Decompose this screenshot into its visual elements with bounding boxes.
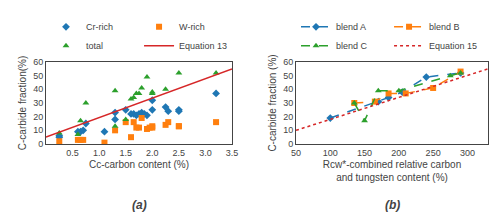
svg-text:Equation 13: Equation 13 (179, 41, 227, 51)
svg-text:2.5: 2.5 (173, 148, 186, 158)
svg-text:total: total (86, 41, 103, 51)
svg-text:1.0: 1.0 (93, 148, 106, 158)
svg-text:10: 10 (283, 125, 293, 135)
svg-text:blend C: blend C (336, 41, 368, 51)
svg-text:Cc-carbon content (%): Cc-carbon content (%) (89, 159, 189, 170)
svg-text:250: 250 (426, 148, 441, 158)
svg-text:3.5: 3.5 (226, 148, 239, 158)
svg-text:100: 100 (323, 148, 338, 158)
svg-text:Cr-rich: Cr-rich (86, 22, 113, 32)
svg-text:0: 0 (38, 139, 43, 149)
svg-text:60: 60 (33, 57, 43, 67)
svg-text:10: 10 (33, 125, 43, 135)
svg-text:40: 40 (283, 84, 293, 94)
svg-text:300: 300 (460, 148, 475, 158)
svg-text:150: 150 (357, 148, 372, 158)
svg-text:50: 50 (291, 148, 301, 158)
svg-text:blend A: blend A (336, 22, 366, 32)
svg-text:3.0: 3.0 (199, 148, 212, 158)
svg-text:20: 20 (283, 112, 293, 122)
svg-text:2.0: 2.0 (146, 148, 159, 158)
svg-text:(a): (a) (132, 198, 147, 212)
svg-text:30: 30 (283, 98, 293, 108)
svg-text:50: 50 (283, 71, 293, 81)
svg-text:200: 200 (391, 148, 406, 158)
svg-text:Equation 15: Equation 15 (429, 41, 477, 51)
svg-text:0.5: 0.5 (66, 148, 79, 158)
svg-text:60: 60 (283, 57, 293, 67)
svg-text:C-carbide fraction(%): C-carbide fraction(%) (17, 56, 28, 150)
svg-text:20: 20 (33, 112, 43, 122)
svg-text:1.5: 1.5 (119, 148, 132, 158)
svg-text:Rcw*-combined relative carbona: Rcw*-combined relative carbonand tungste… (323, 159, 461, 183)
svg-text:W-rich: W-rich (179, 22, 205, 32)
svg-text:C-carbide fraction (%): C-carbide fraction (%) (267, 54, 278, 151)
svg-text:40: 40 (33, 84, 43, 94)
svg-text:blend B: blend B (429, 22, 460, 32)
svg-text:0: 0 (288, 139, 293, 149)
svg-text:50: 50 (33, 71, 43, 81)
svg-text:(b): (b) (385, 198, 400, 212)
svg-text:30: 30 (33, 98, 43, 108)
